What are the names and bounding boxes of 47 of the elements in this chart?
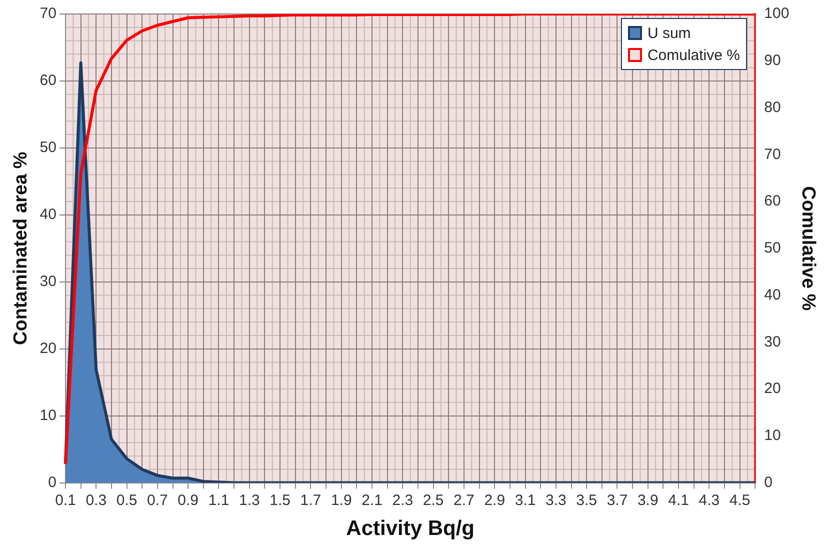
x-tick-label: 2.7 [454,492,474,509]
x-tick-label: 3.7 [606,492,628,509]
x-tick-label: 4.5 [729,492,750,509]
y2-tick-label: 60 [764,192,781,210]
x-tick-label: 3.1 [514,492,536,509]
y-tick-label: 70 [40,5,56,22]
y2-tick-label: 70 [764,146,781,163]
y2-tick-label: 20 [764,380,781,398]
y-tick-label: 20 [40,340,56,357]
x-tick-label: 2.9 [484,492,506,509]
legend-label: U sum [646,24,692,44]
y2-axis-title: Comulative % [797,186,818,311]
x-tick-label: 3.9 [637,492,658,509]
y2-tick-label: 0 [764,474,773,491]
x-tick-label: 1.9 [330,492,352,509]
y-axis-title: Contaminated area % [10,152,32,346]
x-tick-label: 1.3 [238,492,260,509]
x-tick-label: 2.3 [392,492,414,509]
y2-tick-label: 50 [764,240,781,257]
y-tick-label: 50 [40,139,56,156]
x-tick-label: 1.5 [270,492,290,509]
y-tick-label: 60 [40,72,56,90]
x-tick-label: 0.9 [178,492,199,509]
y2-tick-label: 90 [764,52,781,70]
y-tick-label: 10 [40,406,56,424]
x-axis-title: Activity Bq/g [346,517,475,540]
y2-tick-label: 10 [764,427,781,444]
y2-tick-label: 40 [764,286,781,304]
x-tick-label: 0.5 [116,492,138,509]
legend-label: Comulative % [646,46,740,66]
y2-tick-label: 80 [764,98,781,116]
y2-tick-label: 30 [764,333,781,350]
x-tick-label: 0.7 [147,492,168,509]
x-tick-label: 3.5 [576,492,598,509]
y-tick-label: 30 [40,273,56,290]
x-tick-label: 3.3 [546,492,566,509]
x-tick-label: 4.1 [668,492,689,509]
y-tick-label: 0 [48,474,56,491]
x-tick-label: 4.3 [698,492,720,509]
x-tick-label: 1.1 [208,492,230,509]
x-tick-label: 0.1 [55,492,76,509]
y2-tick-label: 100 [764,5,790,22]
y-tick-label: 40 [40,206,56,224]
x-tick-label: 2.1 [362,492,382,509]
x-tick-label: 1.7 [300,492,322,509]
x-tick-label: 0.3 [86,492,107,509]
x-tick-label: 2.5 [422,492,444,509]
